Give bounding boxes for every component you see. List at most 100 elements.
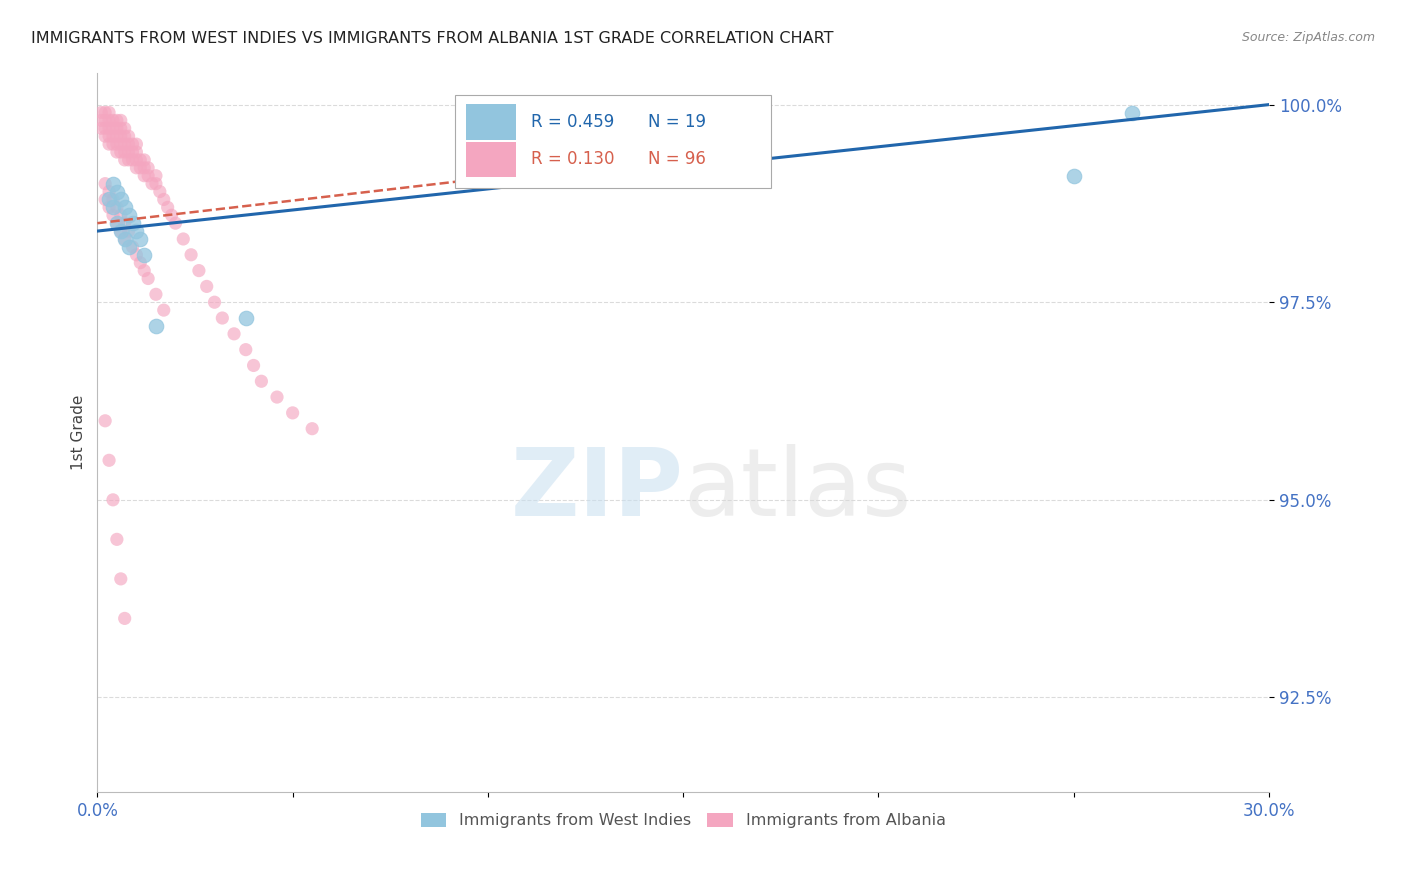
FancyBboxPatch shape (454, 95, 770, 188)
Point (101, 137, 124, 152)
Point (110, 208, 132, 222)
Point (94, 121, 117, 136)
Point (114, 145, 136, 159)
Point (101, 121, 124, 136)
Point (121, 240, 143, 254)
Point (222, 326, 245, 341)
Point (110, 224, 132, 238)
Text: R = 0.459: R = 0.459 (531, 113, 614, 131)
Point (145, 287, 167, 301)
Point (134, 169, 156, 183)
Point (98, 105, 121, 120)
Point (145, 318, 167, 333)
Text: ZIP: ZIP (510, 444, 683, 536)
Point (110, 121, 132, 136)
Text: N = 96: N = 96 (648, 150, 706, 169)
Point (114, 216, 136, 230)
Point (134, 248, 156, 262)
Point (165, 216, 187, 230)
Point (1063, 169, 1085, 183)
Point (117, 224, 139, 238)
FancyBboxPatch shape (467, 104, 516, 139)
Point (152, 193, 174, 207)
Point (94, 177, 117, 191)
Point (114, 232, 136, 246)
Point (114, 153, 136, 167)
Point (98, 200, 121, 214)
Point (101, 129, 124, 144)
Point (90, 121, 112, 136)
Point (110, 224, 132, 238)
Point (235, 311, 257, 326)
Point (121, 153, 143, 167)
Point (110, 137, 132, 152)
Point (105, 216, 128, 230)
Point (114, 121, 136, 136)
Point (94, 129, 117, 144)
Point (94, 113, 117, 128)
Text: IMMIGRANTS FROM WEST INDIES VS IMMIGRANTS FROM ALBANIA 1ST GRADE CORRELATION CHA: IMMIGRANTS FROM WEST INDIES VS IMMIGRANT… (31, 31, 834, 46)
Point (134, 161, 156, 175)
Point (129, 161, 152, 175)
Point (94, 414, 117, 428)
Point (98, 453, 121, 467)
Point (117, 153, 139, 167)
Point (110, 129, 132, 144)
Point (90, 113, 112, 128)
Point (114, 200, 136, 214)
Point (145, 177, 167, 191)
Point (129, 255, 152, 269)
Point (94, 105, 117, 120)
Point (125, 161, 148, 175)
Point (101, 208, 124, 222)
Point (101, 200, 124, 214)
Point (114, 232, 136, 246)
Point (105, 113, 128, 128)
Point (110, 572, 132, 586)
Point (105, 121, 128, 136)
Point (110, 145, 132, 159)
Point (121, 145, 143, 159)
Point (101, 492, 124, 507)
Point (134, 263, 156, 277)
Point (156, 200, 179, 214)
Point (98, 113, 121, 128)
Point (110, 193, 132, 207)
Point (117, 129, 139, 144)
Point (180, 248, 202, 262)
Point (101, 193, 124, 207)
Point (105, 533, 128, 547)
Point (250, 374, 273, 388)
Point (121, 216, 143, 230)
Point (266, 390, 288, 404)
Point (301, 422, 323, 436)
Point (105, 216, 128, 230)
Point (281, 406, 304, 420)
Point (121, 137, 143, 152)
Point (117, 208, 139, 222)
Point (98, 185, 121, 199)
Point (110, 113, 132, 128)
Point (98, 193, 121, 207)
Point (117, 137, 139, 152)
Legend: Immigrants from West Indies, Immigrants from Albania: Immigrants from West Indies, Immigrants … (415, 806, 952, 835)
Point (136, 169, 159, 183)
Point (94, 193, 117, 207)
Point (125, 145, 148, 159)
Y-axis label: 1st Grade: 1st Grade (72, 395, 86, 470)
Point (136, 161, 159, 175)
Point (125, 224, 148, 238)
Point (105, 200, 128, 214)
Point (98, 121, 121, 136)
Point (1121, 105, 1143, 120)
Point (204, 295, 226, 310)
Point (117, 240, 139, 254)
Point (141, 177, 163, 191)
Point (125, 137, 148, 152)
Point (152, 303, 174, 318)
Point (98, 129, 121, 144)
Point (114, 611, 136, 625)
Point (105, 129, 128, 144)
Point (105, 137, 128, 152)
Text: R = 0.130: R = 0.130 (531, 150, 614, 169)
